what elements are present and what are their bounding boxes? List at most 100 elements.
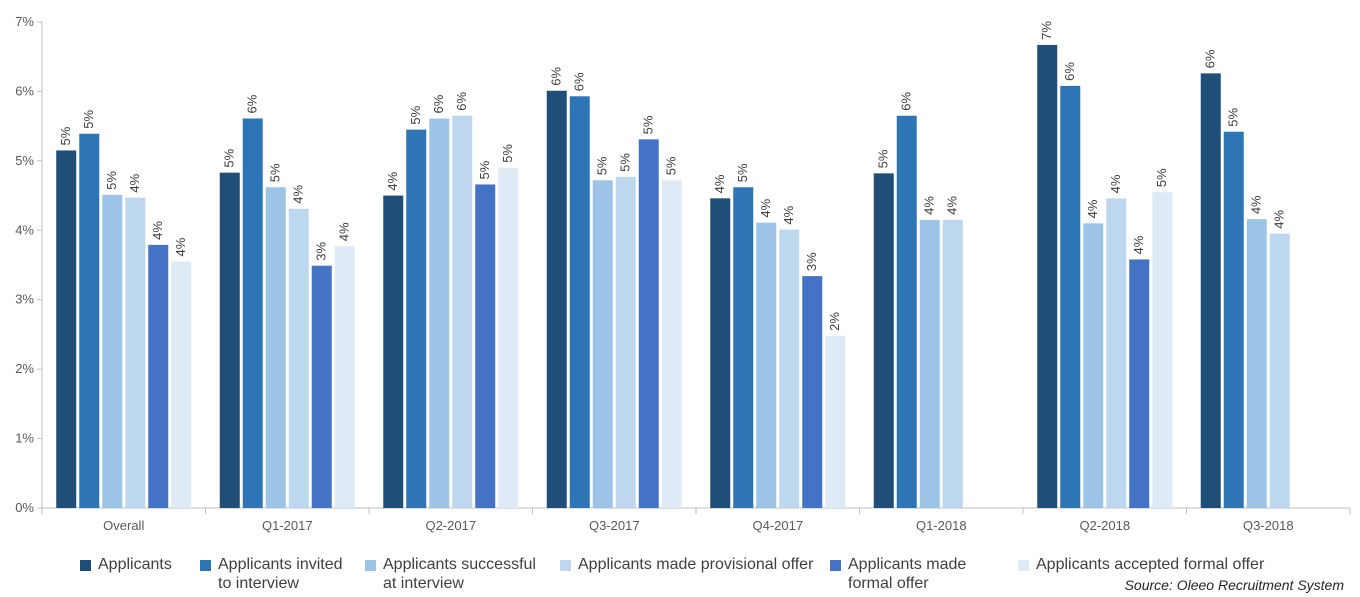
bar-q1-2017-series-4 <box>288 208 309 508</box>
legend-swatch <box>1018 560 1029 571</box>
bar-overall-series-4 <box>125 197 146 508</box>
y-tick-label: 2% <box>15 361 34 376</box>
data-label: 4% <box>945 196 960 215</box>
data-label: 4% <box>1108 174 1123 193</box>
data-label: 5% <box>222 148 237 167</box>
bar-q3-2017-series-3 <box>592 180 613 508</box>
data-label: 6% <box>549 67 564 86</box>
legend-item: Applicants invited to interview <box>200 555 343 593</box>
y-tick-label: 4% <box>15 222 34 237</box>
y-tick-label: 1% <box>15 431 34 446</box>
x-axis: Overall Q1-2017 Q2-2017 Q3-2017 Q4-2017 Q1-20… <box>41 507 1351 533</box>
legend-label: Applicants made formal offer <box>848 556 967 592</box>
data-label: 5% <box>735 163 750 182</box>
x-tick-label: Q1-2018 <box>916 518 967 533</box>
data-label: 4% <box>291 185 306 204</box>
data-label: 5% <box>500 144 515 163</box>
bar-q2-2017-series-6 <box>498 167 519 509</box>
y-tick-label: 6% <box>15 83 34 98</box>
data-label: 4% <box>712 174 727 193</box>
y-tick-label: 7% <box>15 14 34 29</box>
bar-q2-2018-series-2 <box>1060 85 1081 509</box>
bar-q1-2017-series-2 <box>242 118 263 509</box>
bar-q1-2017-series-3 <box>265 187 286 509</box>
y-axis: 0% 1% 2% 3% 4% 5% 6% 7% <box>15 14 43 515</box>
data-label: 4% <box>1085 199 1100 218</box>
legend-label: Applicants successful at interview <box>383 556 536 592</box>
data-label: 5% <box>1226 107 1241 126</box>
data-label: 5% <box>81 110 96 129</box>
data-label: 6% <box>572 72 587 91</box>
bar-overall-series-1 <box>56 150 77 508</box>
data-label: 5% <box>641 115 656 134</box>
data-label: 4% <box>150 221 165 240</box>
bar-q2-2017-series-4 <box>452 115 473 508</box>
bar-q4-2017-series-3 <box>756 222 777 509</box>
bar-q1-2018-series-1 <box>873 173 894 508</box>
data-label: 5% <box>1154 168 1169 187</box>
data-label: 4% <box>1249 195 1264 214</box>
data-label: 4% <box>781 205 796 224</box>
legend-label: Applicants invited to interview <box>218 556 343 592</box>
bar-q1-2018-series-3 <box>919 219 940 508</box>
data-label: 4% <box>127 173 142 192</box>
bar-q2-2018-series-1 <box>1037 44 1058 508</box>
legend-item: Applicants made provisional offer <box>560 555 813 574</box>
bar-q2-2017-series-2 <box>406 129 427 508</box>
bar-q1-2017-series-6 <box>334 246 355 509</box>
bar-q2-2018-series-4 <box>1106 198 1127 508</box>
bar-overall-series-6 <box>171 261 192 508</box>
data-label: 3% <box>804 252 819 271</box>
x-tick-label: Q3-2017 <box>589 518 640 533</box>
legend-swatch <box>365 560 376 571</box>
data-label: 5% <box>595 156 610 175</box>
bar-q2-2018-series-5 <box>1129 259 1150 508</box>
bar-q2-2017-series-5 <box>475 184 496 508</box>
legend-item: Applicants successful at interview <box>365 555 536 593</box>
legend-item: Applicants accepted formal offer <box>1018 555 1264 574</box>
bar-q2-2017-series-1 <box>383 195 404 509</box>
data-label: 6% <box>454 91 469 110</box>
data-label: 4% <box>1272 210 1287 229</box>
bar-overall-series-3 <box>102 194 123 508</box>
bar-q3-2018-series-1 <box>1200 73 1221 509</box>
data-label: 5% <box>664 156 679 175</box>
data-label: 5% <box>618 153 633 172</box>
bar-q1-2018-series-4 <box>942 219 963 508</box>
bar-q3-2017-series-4 <box>615 176 636 508</box>
data-label: 6% <box>245 94 260 113</box>
data-label: 6% <box>1203 49 1218 68</box>
data-label: 5% <box>58 126 73 145</box>
data-label: 2% <box>827 312 842 331</box>
bar-q1-2017-series-1 <box>219 172 240 508</box>
data-label: 5% <box>104 171 119 190</box>
x-tick-label: Q2-2017 <box>425 518 476 533</box>
x-tick-label: Q1-2017 <box>262 518 313 533</box>
bar-q2-2017-series-3 <box>429 118 450 509</box>
bar-overall-series-2 <box>79 133 100 508</box>
bar-q3-2017-series-5 <box>638 139 659 508</box>
bar-q1-2017-series-5 <box>311 265 332 508</box>
legend-swatch <box>560 560 571 571</box>
legend-label: Applicants made provisional offer <box>578 556 814 573</box>
bar-q4-2017-series-4 <box>779 229 800 508</box>
bar-q1-2018-series-2 <box>896 115 917 508</box>
bar-q3-2018-series-4 <box>1269 233 1290 508</box>
data-label: 5% <box>268 163 283 182</box>
bar-q2-2018-series-6 <box>1152 192 1173 508</box>
y-tick-label: 5% <box>15 153 34 168</box>
data-label: 7% <box>1039 21 1054 40</box>
bar-overall-series-5 <box>148 244 169 508</box>
x-tick-label: Q4-2017 <box>752 518 803 533</box>
x-tick-label: Q2-2018 <box>1079 518 1130 533</box>
data-label: 5% <box>477 160 492 179</box>
legend-swatch <box>80 560 91 571</box>
legend-swatch <box>200 560 211 571</box>
data-label: 4% <box>922 196 937 215</box>
source-note: Source: Oleeo Recruitment System <box>1124 577 1344 593</box>
legend: Applicants Applicants invited to intervie… <box>80 555 1320 597</box>
bar-q4-2017-series-6 <box>825 335 846 508</box>
bars-layer <box>56 44 1290 509</box>
x-tick-label: Q3-2018 <box>1243 518 1294 533</box>
